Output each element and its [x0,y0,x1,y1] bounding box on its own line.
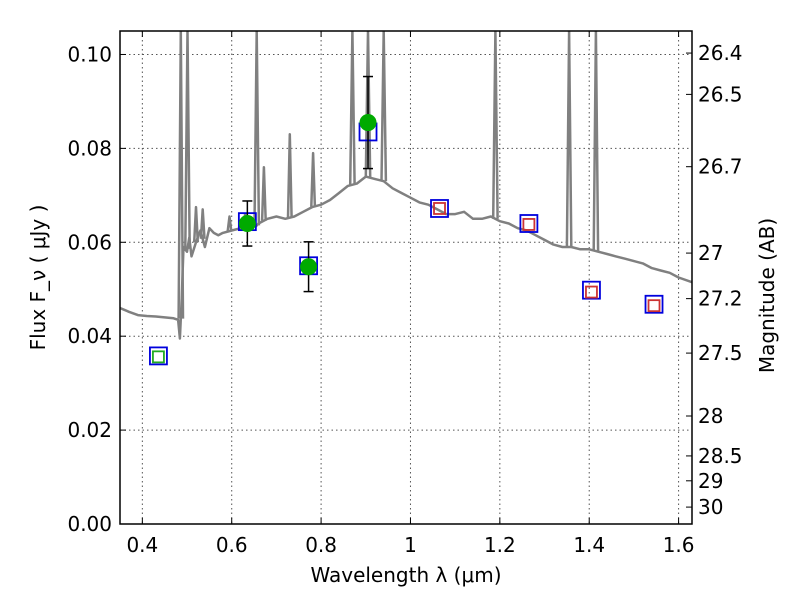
y2-tick-label: 26.5 [698,82,743,106]
model-flux-square-red [647,299,661,313]
emission-line-peak [184,31,191,249]
y2-tick-label: 26.4 [698,41,743,65]
y-axis-label: Flux F_ν ( μJy ) [26,205,50,351]
model-flux-square-blue [519,214,539,233]
model-spectrum-line [120,175,692,340]
x-tick-label: 1 [404,533,417,557]
y-tick-label: 0.06 [67,230,112,254]
x-tick-label: 0.6 [216,533,248,557]
model-flux-square-red [585,285,598,299]
x-tick-label: 1.6 [663,533,695,557]
emission-line-peak [565,31,573,248]
y2-tick-label: 27.2 [698,287,743,311]
y-tick-label: 0.04 [67,324,112,348]
grid [120,31,692,524]
x-axis-label: Wavelength λ (μm) [310,563,501,587]
y-tick-label: 0.02 [67,418,112,442]
spectral-feature-peak [226,215,233,232]
y2-tick-label: 27.5 [698,341,743,365]
axes: 0.4 0.6 0.8 1 1.2 1.4 1.6 0.00 0.02 0.04 0.06 0.08 0… [67,31,743,557]
model-flux-square-blue [430,199,449,218]
spectral-feature-peak [192,205,200,243]
plot-frame [119,30,693,525]
y-tick-label: 0.00 [67,512,112,536]
y2-tick-label: 28 [698,404,723,428]
emission-line-peak [380,31,388,182]
emission-line-peak [491,31,499,219]
spectral-feature-peak [260,165,267,221]
y-tick-label: 0.08 [67,136,112,160]
observed-flux-point [300,258,318,276]
y2-tick-label: 26.7 [698,155,743,179]
emission-line-peak [592,31,600,252]
model-flux-square-blue [644,294,664,314]
observed-flux-point [238,215,256,233]
model-flux-square-blue [149,346,168,366]
x-tick-label: 0.4 [126,533,158,557]
spectral-feature-peak [199,208,206,239]
spectral-feature-peak [310,151,317,207]
y2-tick-label: 27 [698,241,723,265]
emission-line-peak [348,31,356,185]
observed-flux-point [359,114,377,132]
plot-area [120,31,692,366]
x-tick-label: 0.8 [305,533,337,557]
model-flux-square-red [433,202,446,215]
model-flux-square-blue [582,280,601,300]
y2-tick-label: 28.5 [698,444,743,468]
x-tick-label: 1.4 [573,533,605,557]
model-flux-square-green [152,350,165,364]
spectral-feature-peak [286,133,293,218]
y2-tick-label: 29 [698,469,723,493]
y2-axis-label: Magnitude (AB) [755,218,779,373]
y2-tick-label: 30 [698,495,723,519]
emission-line-peak [253,31,261,226]
y-tick-label: 0.10 [67,42,112,66]
emission-line-peak [177,31,185,319]
x-tick-label: 1.2 [484,533,516,557]
model-flux-square-red [522,218,536,231]
